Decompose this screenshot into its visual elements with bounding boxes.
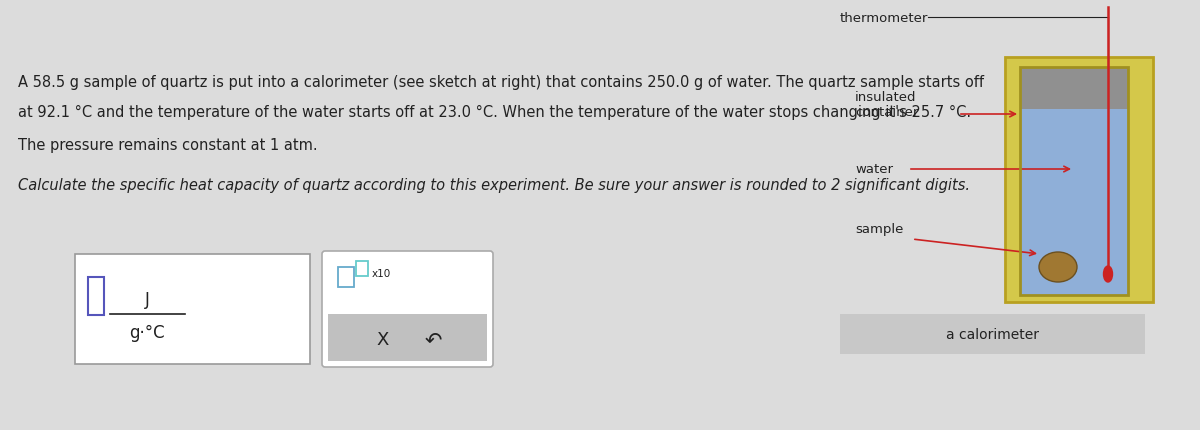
Text: J: J [144,290,150,308]
Bar [1006,58,1153,302]
Bar [338,267,354,287]
Text: A 58.5 g sample of quartz is put into a calorimeter (see sketch at right) that c: A 58.5 g sample of quartz is put into a … [18,75,984,90]
Text: Calculate the specific heat capacity of quartz according to this experiment. Be : Calculate the specific heat capacity of … [18,178,970,193]
Bar [1020,110,1128,295]
Bar [74,255,310,364]
Text: a calorimeter: a calorimeter [947,327,1039,341]
Bar [88,277,104,315]
Bar [1020,68,1128,110]
Text: water: water [854,163,893,176]
Text: g·°C: g·°C [130,323,164,341]
Text: thermometer: thermometer [840,12,929,25]
Ellipse shape [1039,252,1078,283]
Bar [328,314,487,361]
Text: ↶: ↶ [425,329,442,349]
Ellipse shape [1104,266,1112,283]
Text: at 92.1 °C and the temperature of the water starts off at 23.0 °C. When the temp: at 92.1 °C and the temperature of the wa… [18,105,971,120]
Text: X: X [377,330,389,348]
Bar [1020,68,1128,295]
FancyBboxPatch shape [322,252,493,367]
Text: sample: sample [854,223,904,236]
Text: x10: x10 [372,268,391,278]
Bar [840,314,1145,354]
Text: insulated
container: insulated container [854,91,918,119]
Text: The pressure remains constant at 1 atm.: The pressure remains constant at 1 atm. [18,138,318,153]
Bar [356,261,368,276]
